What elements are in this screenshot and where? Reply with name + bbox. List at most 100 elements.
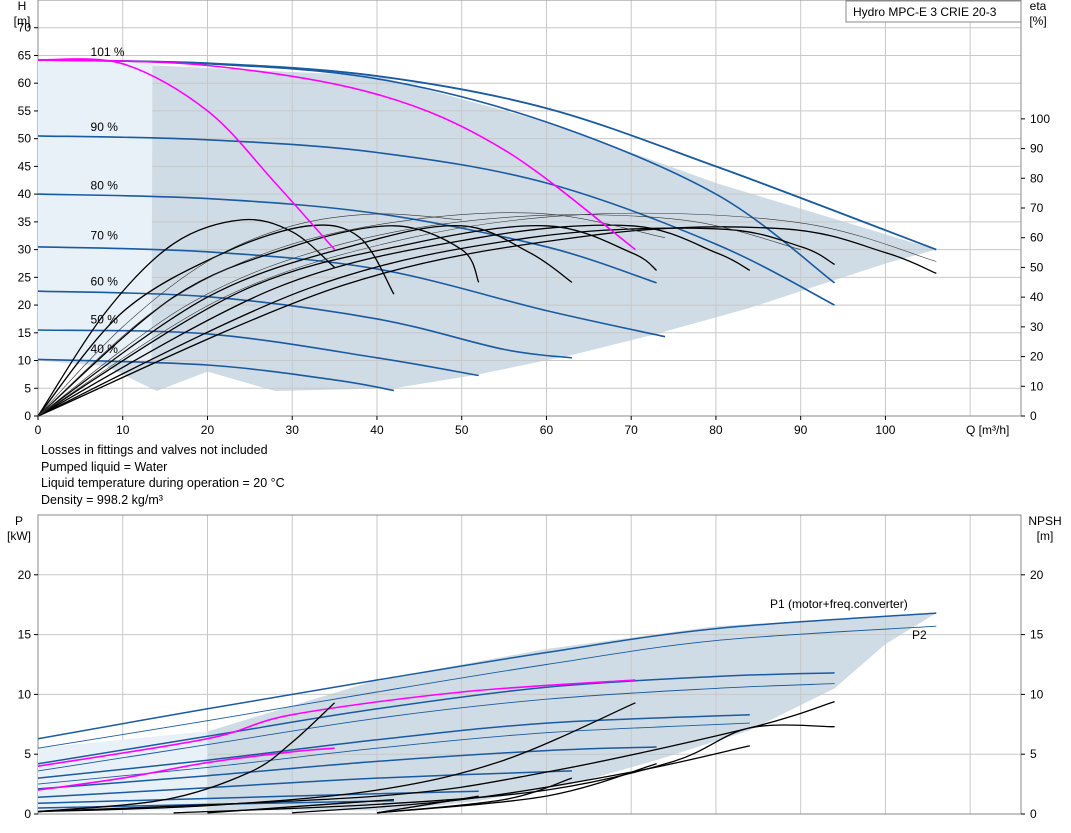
- top-y-tick-label: 55: [18, 104, 32, 118]
- top-y-tick-label: 20: [18, 298, 32, 312]
- duty-curve: [37, 58, 336, 251]
- top-y-tick-label: 40: [18, 187, 32, 201]
- note-temperature: Liquid temperature during operation = 20…: [41, 476, 285, 491]
- efficiency-curve: [37, 227, 835, 417]
- low-speed-zone: [38, 59, 153, 361]
- p1-series-label: P1 (motor+freq.converter): [770, 597, 908, 611]
- power-curve: [37, 612, 937, 740]
- top-y-tick-label: 30: [18, 243, 32, 257]
- note-density: Density = 998.2 kg/m³: [41, 493, 163, 508]
- top-y2-tick-label: 20: [1030, 350, 1044, 364]
- efficiency-curve: [37, 224, 658, 417]
- efficiency-curve: [37, 225, 480, 417]
- efficiency-guide-curve: [37, 214, 801, 417]
- top-y-tick-label: 60: [18, 76, 32, 90]
- note-losses: Losses in fittings and valves not includ…: [41, 443, 268, 457]
- power-npsh-plot: 0 5 10 15 20 0 5 10 15 20 P[kW] NPSH[m] P1 (motor+fr…: [7, 514, 1062, 821]
- top-y-tick-label: 0: [24, 409, 31, 423]
- power-curve: [37, 625, 937, 749]
- npsh-curve: [207, 798, 394, 814]
- npsh-axis-unit: [m]: [1037, 529, 1054, 543]
- top-y-tick-label: 5: [24, 381, 31, 395]
- power-axis-label: P: [15, 514, 23, 528]
- x-axis-label: Q [m³/h]: [966, 423, 1009, 437]
- npsh-curve: [292, 745, 750, 814]
- head-curve: [37, 135, 835, 306]
- speed-label: 90 %: [91, 120, 119, 134]
- speed-label: 50 %: [91, 313, 119, 327]
- bottom-y2-tick-label: 10: [1030, 687, 1044, 701]
- x-tick-label: 40: [370, 423, 384, 437]
- note-liquid: Pumped liquid = Water: [41, 459, 168, 474]
- x-tick-label: 20: [201, 423, 215, 437]
- x-tick-label: 80: [709, 423, 723, 437]
- y2-axis-label: eta: [1030, 0, 1047, 13]
- bottom-y-tick-label: 5: [24, 747, 31, 761]
- chart-title-box: [845, 0, 1022, 23]
- bottom-y2-tick-label: 5: [1030, 747, 1037, 761]
- bottom-y-tick-label: 10: [18, 687, 32, 701]
- y-axis-unit: [m]: [14, 14, 31, 28]
- top-y-tick-label: 35: [18, 215, 32, 229]
- top-y2-tick-label: 60: [1030, 231, 1044, 245]
- top-y-tick-label: 50: [18, 132, 32, 146]
- x-tick-label: 100: [875, 423, 895, 437]
- x-tick-label: 30: [286, 423, 300, 437]
- head-curve: [37, 246, 666, 338]
- x-tick-label: 10: [116, 423, 130, 437]
- x-tick-label: 90: [794, 423, 808, 437]
- top-y2-tick-label: 40: [1030, 290, 1044, 304]
- head-curve: [37, 193, 657, 284]
- speed-label: 101 %: [91, 45, 125, 59]
- speed-label: 70 %: [91, 228, 119, 242]
- power-curve: [37, 683, 835, 772]
- bottom-y-tick-label: 0: [24, 807, 31, 821]
- npsh-curve: [376, 795, 479, 814]
- power-curve: [37, 713, 750, 779]
- top-y2-tick-label: 10: [1030, 379, 1044, 393]
- x-tick-label: 0: [35, 423, 42, 437]
- chart-title: Hydro MPC-E 3 CRIE 20-3: [853, 5, 997, 19]
- efficiency-curve: [37, 226, 937, 417]
- efficiency-curve: [37, 218, 336, 417]
- efficiency-guide-curve: [37, 213, 462, 417]
- npsh-curve: [173, 724, 835, 814]
- efficiency-curve: [37, 224, 395, 417]
- efficiency-guide-curve: [37, 212, 666, 417]
- power-curve: [37, 770, 572, 799]
- npsh-axis-label: NPSH: [1028, 514, 1061, 528]
- top-y-tick-label: 15: [18, 326, 32, 340]
- p2-series-label: P2: [912, 628, 927, 642]
- power-axis-unit: [kW]: [7, 529, 31, 543]
- top-y2-tick-label: 90: [1030, 142, 1044, 156]
- x-tick-label: 60: [540, 423, 554, 437]
- duty-curve: [37, 59, 636, 251]
- head-curve: [37, 59, 836, 284]
- top-y-tick-label: 70: [18, 21, 32, 35]
- bottom-y2-tick-label: 15: [1030, 628, 1044, 642]
- top-y2-tick-label: 70: [1030, 201, 1044, 215]
- efficiency-guide-curve: [37, 212, 937, 417]
- x-tick-label: 70: [625, 423, 639, 437]
- speed-label: 80 %: [91, 178, 119, 192]
- top-y2-tick-label: 100: [1030, 112, 1050, 126]
- efficiency-curve: [37, 224, 573, 417]
- bottom-y2-tick-label: 0: [1030, 807, 1037, 821]
- top-y-tick-label: 65: [18, 48, 32, 62]
- top-y2-tick-label: 0: [1030, 409, 1037, 423]
- bottom-y-tick-label: 20: [18, 568, 32, 582]
- npsh-curve: [37, 702, 636, 813]
- bottom-y-tick-label: 15: [18, 628, 32, 642]
- top-y2-tick-label: 30: [1030, 320, 1044, 334]
- y-axis-label: H: [18, 0, 27, 13]
- power-curve: [37, 746, 657, 790]
- efficiency-curve: [37, 224, 751, 417]
- top-y2-tick-label: 80: [1030, 171, 1044, 185]
- head-efficiency-plot: 0 5 10 15 20 25 30 35 40 45 50 55 60 65 70 0 10 20 30 40 50 6…: [14, 0, 1050, 437]
- power-curve: [37, 672, 835, 765]
- speed-label: 40 %: [91, 342, 119, 356]
- speed-label: 60 %: [91, 274, 119, 288]
- y2-axis-unit: [%]: [1029, 14, 1046, 28]
- bottom-y2-tick-label: 20: [1030, 568, 1044, 582]
- power-curve: [37, 790, 479, 804]
